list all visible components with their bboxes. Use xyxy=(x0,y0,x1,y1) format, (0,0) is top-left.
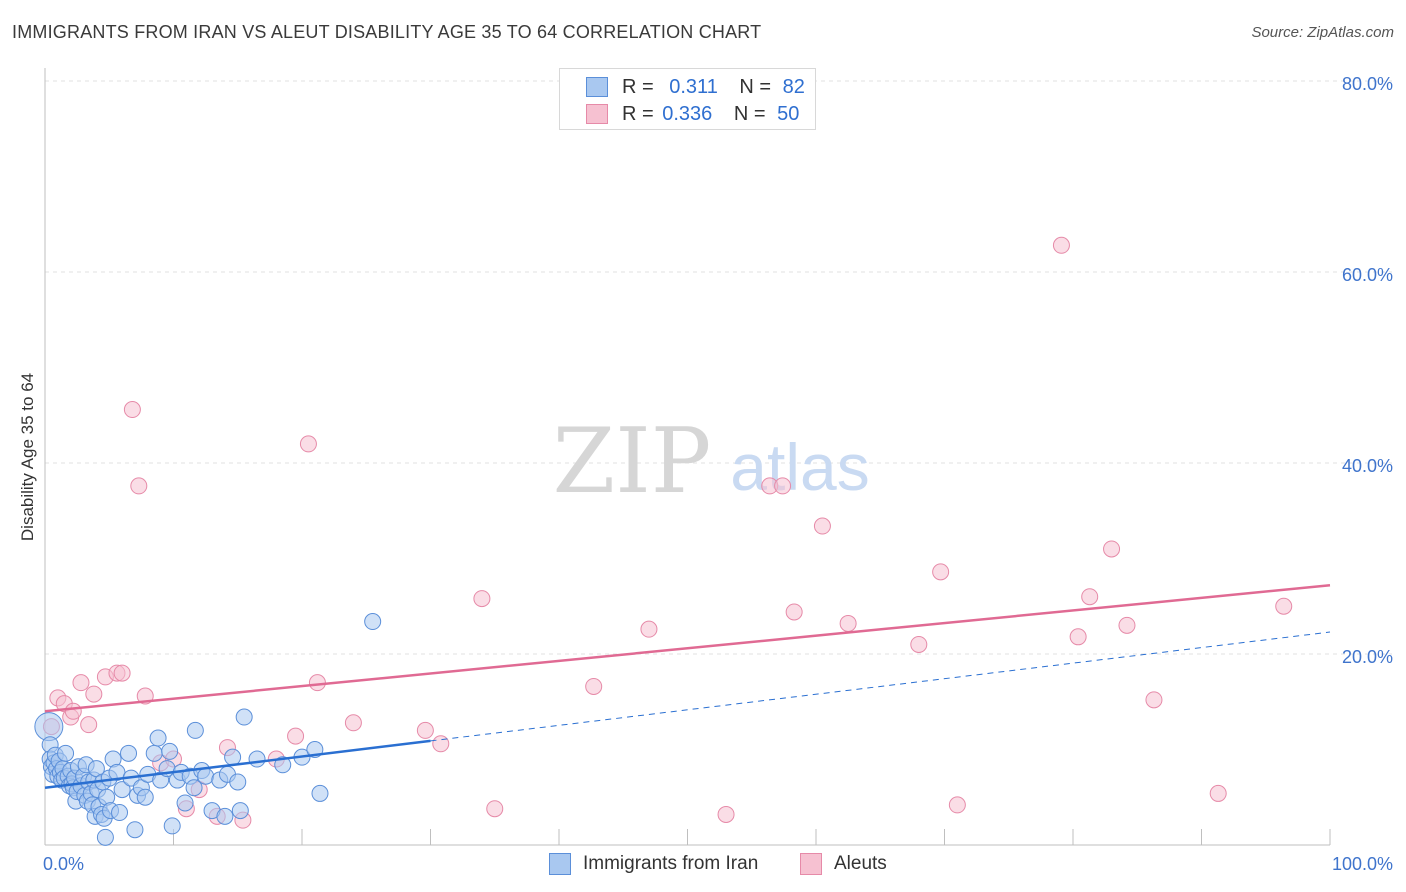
legend-n-label: N = xyxy=(733,102,766,125)
legend-swatch-blue xyxy=(586,77,608,97)
iran-point xyxy=(231,802,249,820)
x-tick-label-max: 100.0% xyxy=(1332,854,1393,874)
aleut-point xyxy=(1052,236,1070,254)
aleut-point xyxy=(64,702,82,720)
iran-point xyxy=(57,744,75,762)
y-tick-label: 40.0% xyxy=(1342,456,1393,476)
aleut-point xyxy=(948,796,966,814)
iran-trend-line-extrapolated xyxy=(430,631,1331,742)
iran-point xyxy=(163,817,181,835)
aleut-point xyxy=(113,664,131,682)
aleut-trend-line xyxy=(44,583,1331,713)
aleut-point xyxy=(1118,616,1136,634)
iran-point xyxy=(120,744,138,762)
data-points xyxy=(34,236,1293,846)
iran-point xyxy=(96,828,114,846)
bottom-legend-swatch-pink xyxy=(800,853,822,875)
legend-r-value: 0.336 xyxy=(662,102,713,125)
aleut-point xyxy=(813,517,831,535)
iran-point xyxy=(248,750,266,768)
gridlines xyxy=(45,80,1392,655)
iran-trend-line xyxy=(44,739,431,789)
bottom-legend-iran: Immigrants from Iran xyxy=(549,852,758,876)
watermark-zip: ZIP xyxy=(553,409,712,514)
aleut-point xyxy=(785,603,803,621)
aleut-point xyxy=(774,477,792,495)
legend-n-value: 50 xyxy=(777,102,800,125)
iran-point xyxy=(136,788,154,806)
aleut-point xyxy=(717,805,735,823)
aleut-point xyxy=(308,674,326,692)
aleut-point xyxy=(473,590,491,608)
aleut-point xyxy=(1081,588,1099,606)
aleut-point xyxy=(839,614,857,632)
aleut-point xyxy=(486,800,504,818)
legend-swatch-pink xyxy=(586,104,608,124)
aleut-point xyxy=(1103,540,1121,558)
iran-point xyxy=(113,781,131,799)
y-axis-label: Disability Age 35 to 64 xyxy=(18,372,37,542)
iran-point xyxy=(111,804,129,822)
aleut-point xyxy=(640,620,658,638)
bottom-legend-swatch-blue xyxy=(549,853,571,875)
aleut-point xyxy=(416,721,434,739)
aleut-point xyxy=(432,735,450,753)
aleut-point xyxy=(1275,597,1293,615)
x-tick-label-min: 0.0% xyxy=(43,854,84,874)
tick-labels: 20.0% 40.0% 60.0% 80.0% 0.0% 100.0% xyxy=(43,74,1393,874)
aleut-point xyxy=(130,477,148,495)
legend-r-label: R = xyxy=(622,102,654,125)
legend-n-label: N = xyxy=(739,75,772,98)
watermark: ZIP atlas xyxy=(553,409,870,514)
watermark-atlas: atlas xyxy=(730,430,869,504)
chart-title: IMMIGRANTS FROM IRAN VS ALEUT DISABILITY… xyxy=(12,22,762,42)
y-tick-label: 80.0% xyxy=(1342,74,1393,94)
aleut-point xyxy=(1145,691,1163,709)
iran-point xyxy=(161,742,179,760)
iran-point xyxy=(235,708,253,726)
aleut-point xyxy=(1209,784,1227,802)
iran-point xyxy=(149,729,167,747)
iran-point xyxy=(197,767,215,785)
legend-r-value: 0.311 xyxy=(669,75,718,98)
bottom-legend-label: Aleuts xyxy=(834,853,887,874)
iran-point xyxy=(364,613,382,631)
iran-point xyxy=(224,748,242,766)
iran-point xyxy=(186,721,204,739)
stats-legend: R = 0.311 N = 82 R = 0.336 N = 50 xyxy=(559,68,816,130)
aleut-point xyxy=(287,727,305,745)
bottom-legend-label: Immigrants from Iran xyxy=(583,853,759,874)
aleut-point xyxy=(910,635,928,653)
iran-point xyxy=(126,821,144,839)
iran-point xyxy=(185,779,203,797)
y-tick-label: 20.0% xyxy=(1342,647,1393,667)
aleut-point xyxy=(299,435,317,453)
iran-point xyxy=(145,744,163,762)
iran-point xyxy=(216,807,234,825)
aleut-point xyxy=(344,714,362,732)
iran-point xyxy=(311,784,329,802)
trend-lines xyxy=(44,583,1331,789)
aleut-point xyxy=(585,677,603,695)
iran-point xyxy=(176,794,194,812)
legend-n-value: 82 xyxy=(782,75,805,98)
source-credit: Source: ZipAtlas.com xyxy=(1251,24,1394,41)
iran-point xyxy=(274,756,292,774)
aleut-point xyxy=(123,401,141,419)
y-tick-label: 60.0% xyxy=(1342,265,1393,285)
iran-point xyxy=(229,773,247,791)
aleut-point xyxy=(80,716,98,734)
aleut-point xyxy=(72,674,90,692)
aleut-point xyxy=(932,563,950,581)
aleut-point xyxy=(1069,628,1087,646)
aleut-point xyxy=(85,685,103,703)
bottom-legend-aleut: Aleuts xyxy=(800,852,887,876)
legend-r-label: R = xyxy=(622,75,654,98)
